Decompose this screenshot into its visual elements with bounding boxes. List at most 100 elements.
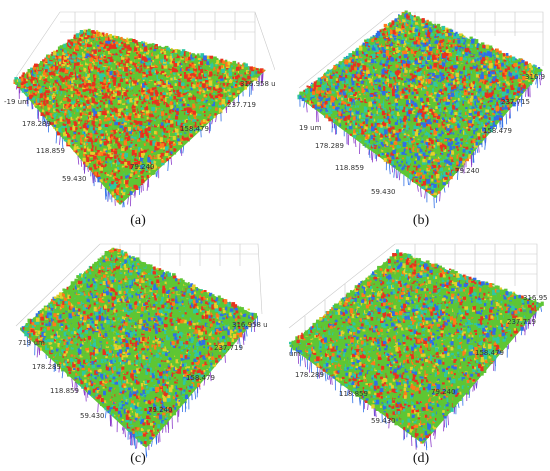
surface-speck [155,72,158,75]
surface-speck [105,74,109,79]
surface-speck [413,144,417,147]
surface-speck [93,100,96,104]
surface-speck [121,155,125,159]
surface-speck [70,53,73,56]
surface-speck [164,110,167,113]
surface-speck [78,151,81,153]
surface-speck [69,126,73,131]
surface-speck [402,141,406,147]
surface-speck [149,161,152,165]
surface-speck [101,119,104,122]
surface-speck [313,84,317,90]
surface-speck [420,175,423,179]
surface-speck [415,173,418,177]
surface-speck [404,137,408,141]
surface-speck [130,82,133,85]
surface-speck [140,142,144,148]
surface-speck [380,152,383,156]
surface-speck [80,63,84,67]
surface-speck [362,108,365,112]
surface-speck [127,116,131,120]
surface-speck [151,68,155,73]
surface-speck [346,99,349,103]
surface-speck [364,125,368,130]
surface-speck [303,92,307,96]
surface-speck [181,77,186,83]
surface-speck [212,97,215,100]
surface-speck [108,125,113,130]
surface-speck [95,78,99,82]
surface-speck [122,71,125,73]
surface-speck [153,56,156,59]
surface-speck [86,57,91,63]
surface-speck [163,130,166,133]
surface-speck [174,137,178,141]
surface-speck [143,140,146,144]
surface-speck [46,97,50,100]
surface-speck [99,64,104,68]
surface-speck [83,147,87,152]
surface-speck [184,57,189,62]
surface-speck [194,117,197,120]
surface-speck [92,56,95,58]
surface-speck [112,38,115,42]
surface-speck [163,134,167,138]
surface-speck [384,145,387,148]
surface-speck [76,70,80,74]
surface-speck [182,103,187,107]
surface-speck [72,100,75,104]
surface-speck [83,145,86,149]
surface-speck [437,161,440,165]
surface-speck [399,166,402,170]
surface-speck [145,98,148,101]
surface-speck [208,103,211,106]
surface-speck [99,179,103,182]
surface-speck [215,105,218,107]
surface-speck [233,81,236,86]
surface-speck [87,164,92,167]
surface-speck [23,86,26,88]
surface-speck [436,159,440,163]
surface-speck [180,138,184,141]
surface-speck [79,145,83,149]
surface-speck [137,102,141,107]
surface-speck [194,60,197,62]
surface-speck [99,110,102,113]
surface-speck [117,127,121,131]
surface-speck [412,160,416,164]
surface-speck [87,78,90,80]
surface-speck [297,94,301,100]
surface-speck [314,106,318,110]
surface-speck [401,160,403,163]
surface-speck [353,98,357,102]
surface-speck [78,116,82,119]
surface-speck [168,115,171,119]
surface-speck [81,48,84,52]
surface-speck [417,159,420,163]
surface-speck [92,142,96,146]
surface-speck [80,134,84,138]
surface-speck [75,127,78,131]
surface-speck [142,147,145,150]
surface-speck [86,38,90,42]
surface-speck [117,108,121,113]
surface-spike [260,74,263,86]
surface-speck [62,114,66,120]
surface-speck [121,48,125,53]
surface-speck [99,85,103,91]
surface-speck [107,112,111,118]
surface-speck [153,89,156,93]
surface-speck [161,64,165,69]
surface-speck [118,148,121,152]
surface-speck [121,153,126,157]
surface-speck [73,107,76,110]
surface-speck [111,181,115,185]
surface-speck [160,111,165,116]
surface-speck [99,44,102,47]
surface-speck [234,87,237,90]
surface-speck [58,57,62,62]
surface-speck [85,72,89,77]
surface-speck [385,161,388,164]
surface-speck [95,152,98,155]
surface-speck [61,49,64,53]
